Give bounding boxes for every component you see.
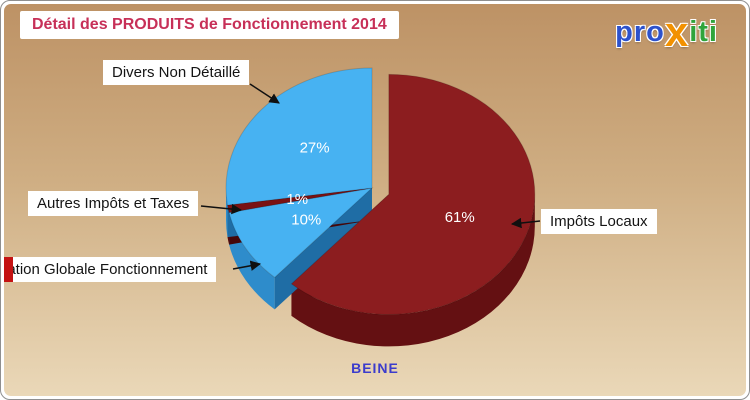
- callout-autres-impots-taxes: Autres Impôts et Taxes: [28, 191, 199, 216]
- leader-line-autres: [200, 203, 243, 215]
- leader-line-dotation: [232, 260, 262, 271]
- chart-title: Détail des PRODUITS de Fonctionnement 20…: [20, 11, 399, 39]
- callout-lines: [200, 83, 541, 271]
- label-clip-accent: [4, 257, 13, 282]
- leader-line-divers: [249, 83, 280, 104]
- svg-text:10%: 10%: [291, 211, 321, 228]
- pie-chart: 61% 10% 1% 27%: [225, 67, 536, 347]
- leader-line-impots: [510, 217, 541, 229]
- svg-text:1%: 1%: [286, 191, 308, 208]
- logo-part-iti: iti: [689, 16, 718, 48]
- logo-part-pro: pro: [615, 16, 665, 48]
- proxiti-logo: proxiti: [615, 8, 718, 56]
- callout-impots-locaux: Impôts Locaux: [541, 209, 657, 234]
- callout-divers-non-detaille: Divers Non Détaillé: [103, 60, 250, 85]
- commune-name: BEINE: [351, 360, 399, 376]
- svg-text:27%: 27%: [300, 139, 330, 156]
- callout-dotation-globale: Dotation Globale Fonctionnement: [4, 257, 217, 282]
- chart-background: 61% 10% 1% 27% Détail des PRODUITS de Fonct…: [4, 4, 746, 396]
- svg-text:61%: 61%: [445, 209, 475, 226]
- logo-part-x: x: [664, 8, 690, 55]
